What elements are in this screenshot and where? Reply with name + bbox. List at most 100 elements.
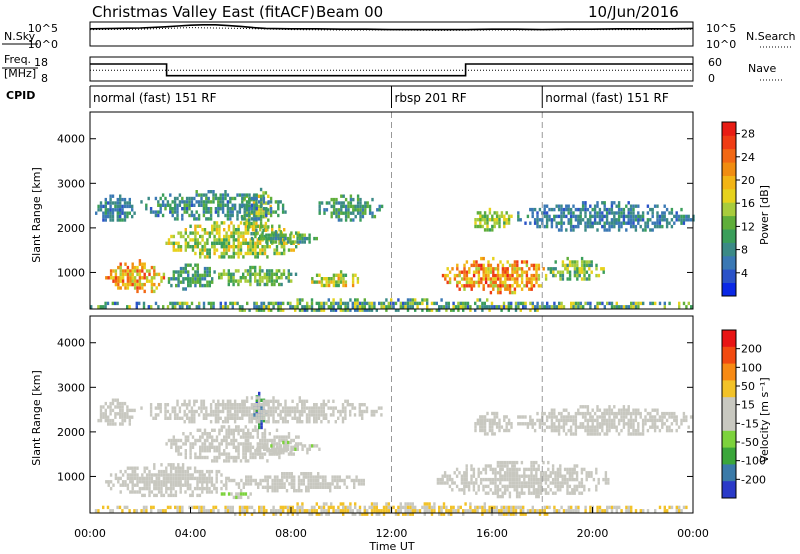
data-cell xyxy=(281,406,285,410)
data-cell xyxy=(185,207,189,211)
data-cell xyxy=(217,196,220,201)
data-cell xyxy=(446,477,449,482)
data-cell xyxy=(565,207,568,212)
data-cell xyxy=(507,505,510,510)
data-cell xyxy=(250,406,254,410)
data-cell xyxy=(496,477,500,482)
data-cell xyxy=(462,301,465,306)
data-cell xyxy=(536,411,539,416)
data-cell xyxy=(119,415,122,419)
data-cell xyxy=(618,505,621,510)
data-cell xyxy=(504,267,507,271)
data-cell xyxy=(574,207,578,212)
data-cell xyxy=(265,240,268,244)
data-cell xyxy=(145,207,148,211)
data-cell xyxy=(327,283,331,288)
data-cell xyxy=(265,210,268,214)
data-cell xyxy=(496,494,500,499)
data-cell xyxy=(475,280,478,285)
data-cell xyxy=(267,308,270,312)
data-cell xyxy=(136,480,139,484)
data-cell xyxy=(301,509,304,513)
data-cell xyxy=(503,218,506,222)
data-cell xyxy=(177,241,180,245)
data-cell xyxy=(475,477,478,482)
data-cell xyxy=(603,509,606,513)
data-cell xyxy=(290,482,293,486)
data-cell xyxy=(605,411,609,416)
data-cell xyxy=(622,408,626,412)
data-cell xyxy=(259,228,262,232)
data-cell xyxy=(513,260,517,264)
data-cell xyxy=(253,416,256,420)
data-cell xyxy=(436,481,440,485)
colorbar-tick-label: 8 xyxy=(741,244,748,257)
data-cell xyxy=(275,248,279,252)
data-cell xyxy=(500,512,503,516)
data-cell xyxy=(460,284,464,288)
data-cell xyxy=(207,413,210,417)
data-cell xyxy=(237,238,240,242)
data-cell xyxy=(290,248,293,252)
freq-panel: Freq. [MHz] 18 8 60 0 Nave xyxy=(2,53,782,85)
data-cell xyxy=(629,415,633,419)
data-cell xyxy=(518,491,521,495)
data-cell xyxy=(617,228,621,232)
data-cell xyxy=(170,438,173,443)
data-cell xyxy=(248,218,251,222)
data-cell xyxy=(387,509,390,513)
data-cell xyxy=(482,263,485,268)
data-cell xyxy=(250,207,254,211)
data-cell xyxy=(150,480,154,484)
x-tick-label: 08:00 xyxy=(275,527,307,540)
data-cell xyxy=(217,469,221,474)
data-cell xyxy=(274,210,278,214)
data-cell xyxy=(543,224,546,229)
data-cell xyxy=(358,509,362,513)
data-cell xyxy=(270,444,273,448)
data-cell xyxy=(257,416,261,420)
data-cell xyxy=(584,301,587,306)
data-cell xyxy=(160,463,163,467)
data-cell xyxy=(198,473,202,477)
data-cell xyxy=(123,415,127,419)
data-cell xyxy=(489,481,492,485)
data-cell xyxy=(119,272,122,277)
data-cell xyxy=(499,467,502,472)
data-cell xyxy=(253,217,256,221)
data-cell xyxy=(157,509,160,513)
data-cell xyxy=(423,505,426,510)
data-cell xyxy=(409,305,412,309)
data-cell xyxy=(224,509,227,513)
data-cell xyxy=(203,432,207,436)
data-cell xyxy=(513,460,516,465)
data-cell xyxy=(550,305,554,309)
data-cell xyxy=(615,428,618,433)
data-cell xyxy=(268,438,271,443)
data-cell xyxy=(248,204,251,209)
data-cell xyxy=(595,273,598,278)
data-cell xyxy=(249,248,252,252)
data-cell xyxy=(165,490,168,494)
data-cell xyxy=(290,472,293,476)
data-cell xyxy=(126,466,130,470)
data-cell xyxy=(190,203,194,207)
data-cell xyxy=(286,301,290,306)
data-cell xyxy=(592,477,596,482)
data-cell xyxy=(109,486,113,491)
data-cell xyxy=(179,280,183,284)
data-cell xyxy=(241,406,244,410)
data-cell xyxy=(239,442,243,446)
data-cell xyxy=(167,480,170,484)
data-cell xyxy=(119,476,122,481)
data-cell xyxy=(534,308,537,312)
data-cell xyxy=(561,273,565,278)
data-cell xyxy=(491,418,494,422)
data-cell xyxy=(605,428,609,433)
data-cell xyxy=(656,218,659,222)
data-cell xyxy=(184,438,187,443)
data-cell xyxy=(483,228,487,232)
data-cell xyxy=(206,283,209,288)
data-cell xyxy=(209,403,213,407)
data-cell xyxy=(116,211,119,215)
